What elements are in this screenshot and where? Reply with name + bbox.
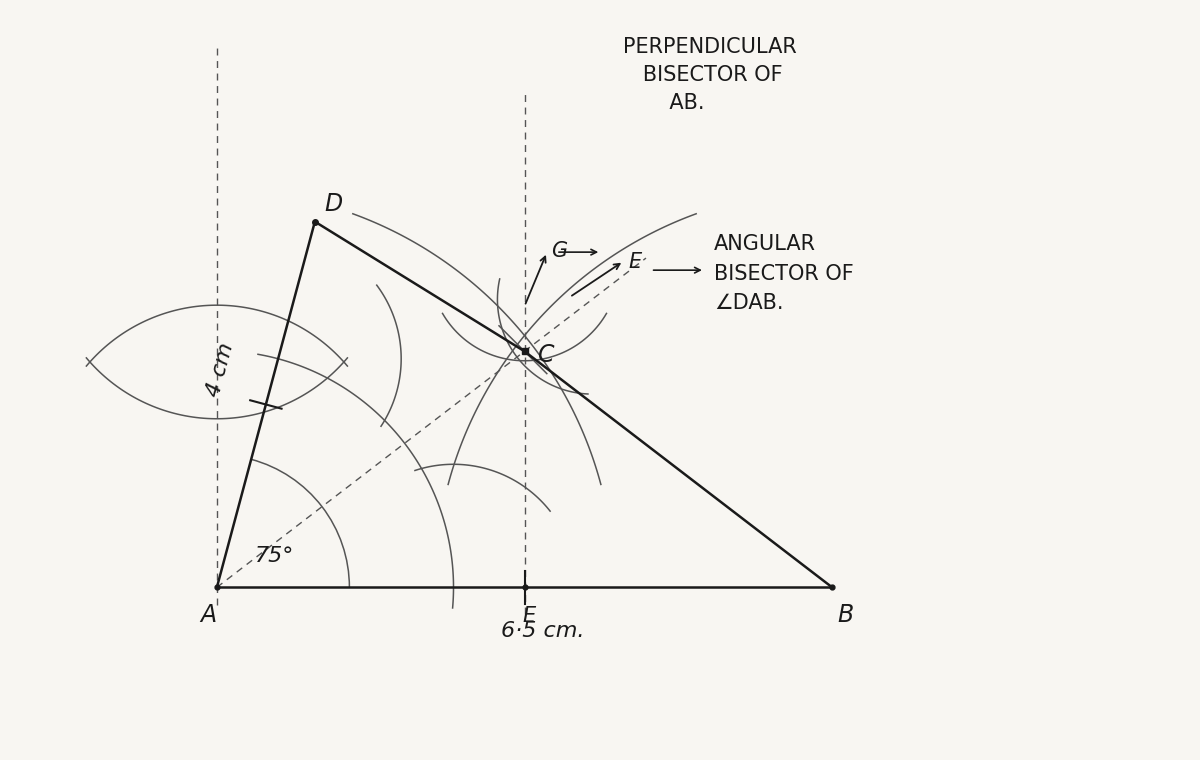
Text: E: E <box>522 606 535 625</box>
Text: E: E <box>628 252 642 272</box>
Text: PERPENDICULAR
   BISECTOR OF
       AB.: PERPENDICULAR BISECTOR OF AB. <box>623 37 797 113</box>
Text: ANGULAR
BISECTOR OF
∠DAB.: ANGULAR BISECTOR OF ∠DAB. <box>714 234 853 313</box>
Text: B: B <box>838 603 853 626</box>
Text: A: A <box>200 603 216 626</box>
Text: 4 cm: 4 cm <box>204 341 238 400</box>
Text: 6·5 cm.: 6·5 cm. <box>500 621 584 641</box>
Text: D: D <box>324 192 342 216</box>
Text: G: G <box>552 241 568 261</box>
Text: 75°: 75° <box>254 546 294 566</box>
Text: C: C <box>538 343 554 367</box>
